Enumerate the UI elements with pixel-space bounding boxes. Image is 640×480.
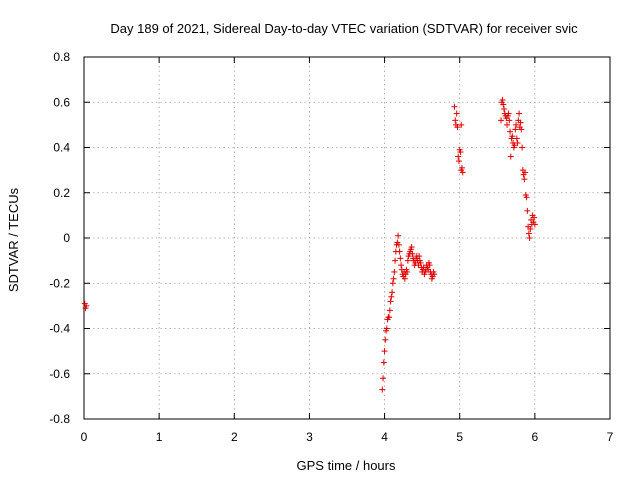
- data-point: [516, 110, 523, 117]
- x-tick-labels: 0 1 2 3 4 5 6 7: [81, 430, 614, 444]
- data-point: [397, 255, 404, 262]
- x-tick-label: 3: [306, 430, 313, 444]
- data-point: [404, 268, 411, 275]
- y-tick-label: 0.4: [53, 141, 70, 155]
- x-tick-label: 6: [532, 430, 539, 444]
- data-point: [426, 262, 433, 269]
- x-tick-label: 1: [156, 430, 163, 444]
- x-tick-label: 4: [381, 430, 388, 444]
- data-point: [511, 142, 518, 149]
- data-point: [381, 348, 388, 355]
- y-tick-label: -0.4: [49, 322, 70, 336]
- data-point: [501, 106, 508, 113]
- data-point: [517, 119, 524, 126]
- data-point: [382, 336, 389, 343]
- data-point: [458, 164, 465, 171]
- chart-title: Day 189 of 2021, Sidereal Day-to-day VTE…: [110, 21, 578, 36]
- y-tick-label: -0.6: [49, 367, 70, 381]
- data-point: [505, 110, 512, 117]
- data-point: [526, 235, 533, 241]
- data-point: [453, 110, 460, 117]
- data-point: [457, 149, 464, 156]
- data-point: [458, 121, 465, 128]
- y-tick-label: 0.8: [53, 50, 70, 64]
- data-point: [386, 307, 393, 314]
- y-tick-label: -0.8: [49, 412, 70, 426]
- data-point: [417, 259, 424, 266]
- data-point: [431, 271, 438, 278]
- data-point: [398, 262, 405, 269]
- data-point: [513, 121, 520, 128]
- data-point: [380, 375, 387, 382]
- grid-lines: [84, 57, 610, 419]
- data-point: [506, 117, 513, 124]
- data-point: [523, 194, 530, 201]
- data-point: [401, 275, 408, 282]
- data-point: [527, 225, 534, 232]
- y-tick-label: -0.2: [49, 276, 70, 290]
- data-point: [390, 275, 397, 282]
- data-point: [396, 248, 403, 255]
- data-point: [531, 221, 538, 228]
- data-point: [507, 153, 514, 160]
- data-point: [524, 207, 531, 214]
- data-point: [387, 298, 394, 305]
- data-point: [509, 133, 516, 140]
- data-point: [499, 96, 506, 103]
- data-point: [518, 126, 525, 133]
- data-point: [392, 257, 399, 264]
- data-point: [404, 257, 411, 264]
- data-point: [512, 126, 519, 133]
- data-point: [389, 280, 396, 287]
- data-point: [455, 153, 462, 160]
- x-tick-label: 2: [231, 430, 238, 444]
- data-point: [498, 117, 505, 124]
- data-point: [452, 117, 459, 124]
- data-point: [519, 144, 526, 151]
- data-point: [379, 386, 386, 393]
- data-point: [380, 359, 387, 366]
- data-point: [451, 103, 458, 110]
- x-tick-label: 7: [607, 430, 614, 444]
- data-point: [454, 124, 461, 131]
- plot-frame: [83, 56, 611, 420]
- data-point: [507, 128, 514, 135]
- y-axis-label: SDTVAR / TECUs: [6, 187, 21, 292]
- data-point: [531, 214, 538, 221]
- data-point: [408, 244, 415, 251]
- data-point: [522, 169, 529, 176]
- data-point: [395, 241, 402, 248]
- x-tick-label: 0: [81, 430, 88, 444]
- y-tick-label: 0.2: [53, 186, 70, 200]
- x-tick-label: 5: [456, 430, 463, 444]
- data-point: [409, 250, 416, 257]
- data-point: [514, 139, 521, 146]
- data-point: [386, 314, 393, 321]
- data-point: [383, 325, 390, 332]
- data-point: [389, 289, 396, 296]
- y-tick-label: 0.6: [53, 95, 70, 109]
- data-point: [525, 230, 532, 237]
- data-point: [521, 176, 528, 183]
- data-point: [391, 268, 398, 275]
- y-tick-label: 0: [63, 231, 70, 245]
- data-point: [504, 121, 511, 128]
- y-tick-labels: -0.8 -0.6 -0.4 -0.2 0 0.2 0.4 0.6 0.8: [49, 50, 70, 426]
- data-point: [416, 253, 423, 260]
- data-point: [388, 293, 395, 300]
- data-point: [455, 158, 462, 165]
- data-point: [83, 302, 90, 309]
- x-axis-label: GPS time / hours: [297, 458, 396, 473]
- data-point: [395, 232, 402, 239]
- data-point: [500, 101, 507, 108]
- data-point: [459, 169, 466, 176]
- data-points: [81, 96, 538, 393]
- data-point: [513, 135, 520, 142]
